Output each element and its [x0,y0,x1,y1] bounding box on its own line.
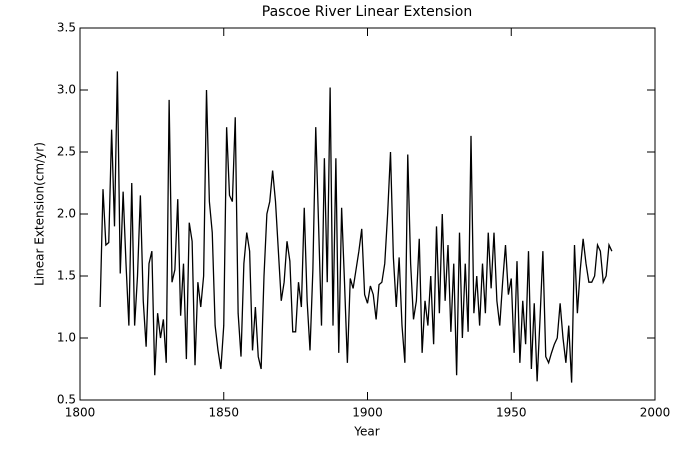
data-line [99,71,613,383]
y-axis-label: Linear Extension(cm/yr) [33,142,47,286]
x-tick-label: 1950 [496,406,527,420]
x-tick-label: 1850 [208,406,239,420]
y-tick-label: 1.5 [57,269,76,283]
y-tick-label: 2.5 [57,145,76,159]
x-tick-label: 2000 [640,406,671,420]
x-tick-label: 1800 [65,406,96,420]
x-axis-label: Year [353,425,379,439]
x-tick-label: 1900 [352,406,383,420]
y-tick-label: 3.0 [57,83,76,97]
y-tick-label: 1.0 [57,331,76,345]
y-tick-label: 0.5 [57,393,76,407]
chart-title: Pascoe River Linear Extension [262,4,472,20]
y-tick-label: 2.0 [57,207,76,221]
y-tick-label: 3.5 [57,21,76,35]
